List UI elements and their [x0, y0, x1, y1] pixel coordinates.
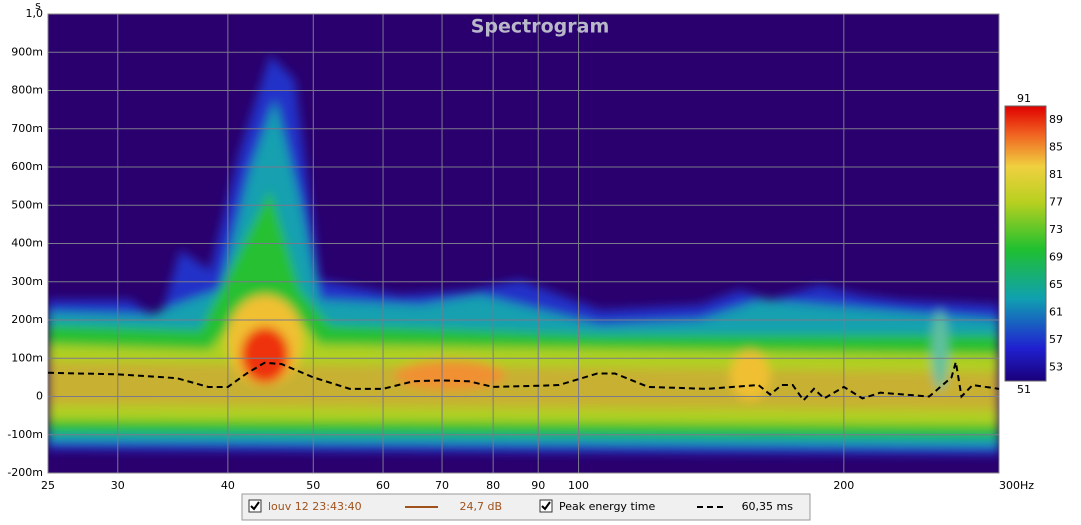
colorbar-tick-label: 57: [1049, 333, 1063, 346]
colorbar: [1004, 105, 1047, 382]
colorbar-tick-label: 69: [1049, 250, 1063, 263]
colorbar-tick-label: 81: [1049, 168, 1063, 181]
y-tick-label: 500m: [11, 198, 43, 211]
x-tick-label: 200: [833, 479, 854, 492]
colorbar-tick-label: 61: [1049, 305, 1063, 318]
y-tick-label: -200m: [7, 466, 43, 479]
x-tick-label: 90: [531, 479, 545, 492]
colorbar-tick-label: 51: [1017, 383, 1031, 396]
x-tick-label: 25: [41, 479, 55, 492]
colorbar-tick-label: 65: [1049, 278, 1063, 291]
y-tick-label: 200m: [11, 313, 43, 326]
y-tick-label: 100m: [11, 351, 43, 364]
colorbar-tick-label: 91: [1017, 92, 1031, 105]
y-tick-label: 600m: [11, 160, 43, 173]
x-tick-label: 40: [221, 479, 235, 492]
chart-title: Spectrogram: [471, 16, 610, 38]
colorbar-tick-label: 89: [1049, 113, 1063, 126]
legend-label: louv 12 23:43:40: [268, 500, 362, 513]
y-tick-label: 900m: [11, 45, 43, 58]
colorbar-tick-label: 77: [1049, 195, 1063, 208]
y-tick-label: 300m: [11, 275, 43, 288]
peak-energy-line: [48, 361, 999, 402]
colorbar-tick-label: 53: [1049, 360, 1063, 373]
y-tick-label: -100m: [7, 428, 43, 441]
y-tick-label: 700m: [11, 122, 43, 135]
legend: [241, 493, 811, 521]
x-tick-label: 100: [568, 479, 589, 492]
colorbar-tick-label: 85: [1049, 140, 1063, 153]
x-tick-label: 30: [111, 479, 125, 492]
x-tick-label: 60: [376, 479, 390, 492]
spectrogram-field: [48, 55, 999, 455]
check-mark: [250, 501, 260, 511]
y-tick-label: 800m: [11, 84, 43, 97]
y-tick-label: 400m: [11, 237, 43, 250]
legend-value: 60,35 ms: [742, 500, 794, 513]
plot-frame: [47, 13, 1000, 474]
x-tick-label: 70: [435, 479, 449, 492]
x-tick-label: 300Hz: [999, 479, 1034, 492]
y-tick-label: 1,0: [26, 7, 44, 20]
x-tick-label: 50: [306, 479, 320, 492]
legend-value: 24,7 dB: [459, 500, 502, 513]
y-axis-label: s: [35, 0, 41, 12]
y-tick-label: 0: [36, 390, 43, 403]
legend-label: Peak energy time: [559, 500, 656, 513]
x-tick-label: 80: [486, 479, 500, 492]
check-mark: [541, 501, 551, 511]
colorbar-tick-label: 73: [1049, 223, 1063, 236]
